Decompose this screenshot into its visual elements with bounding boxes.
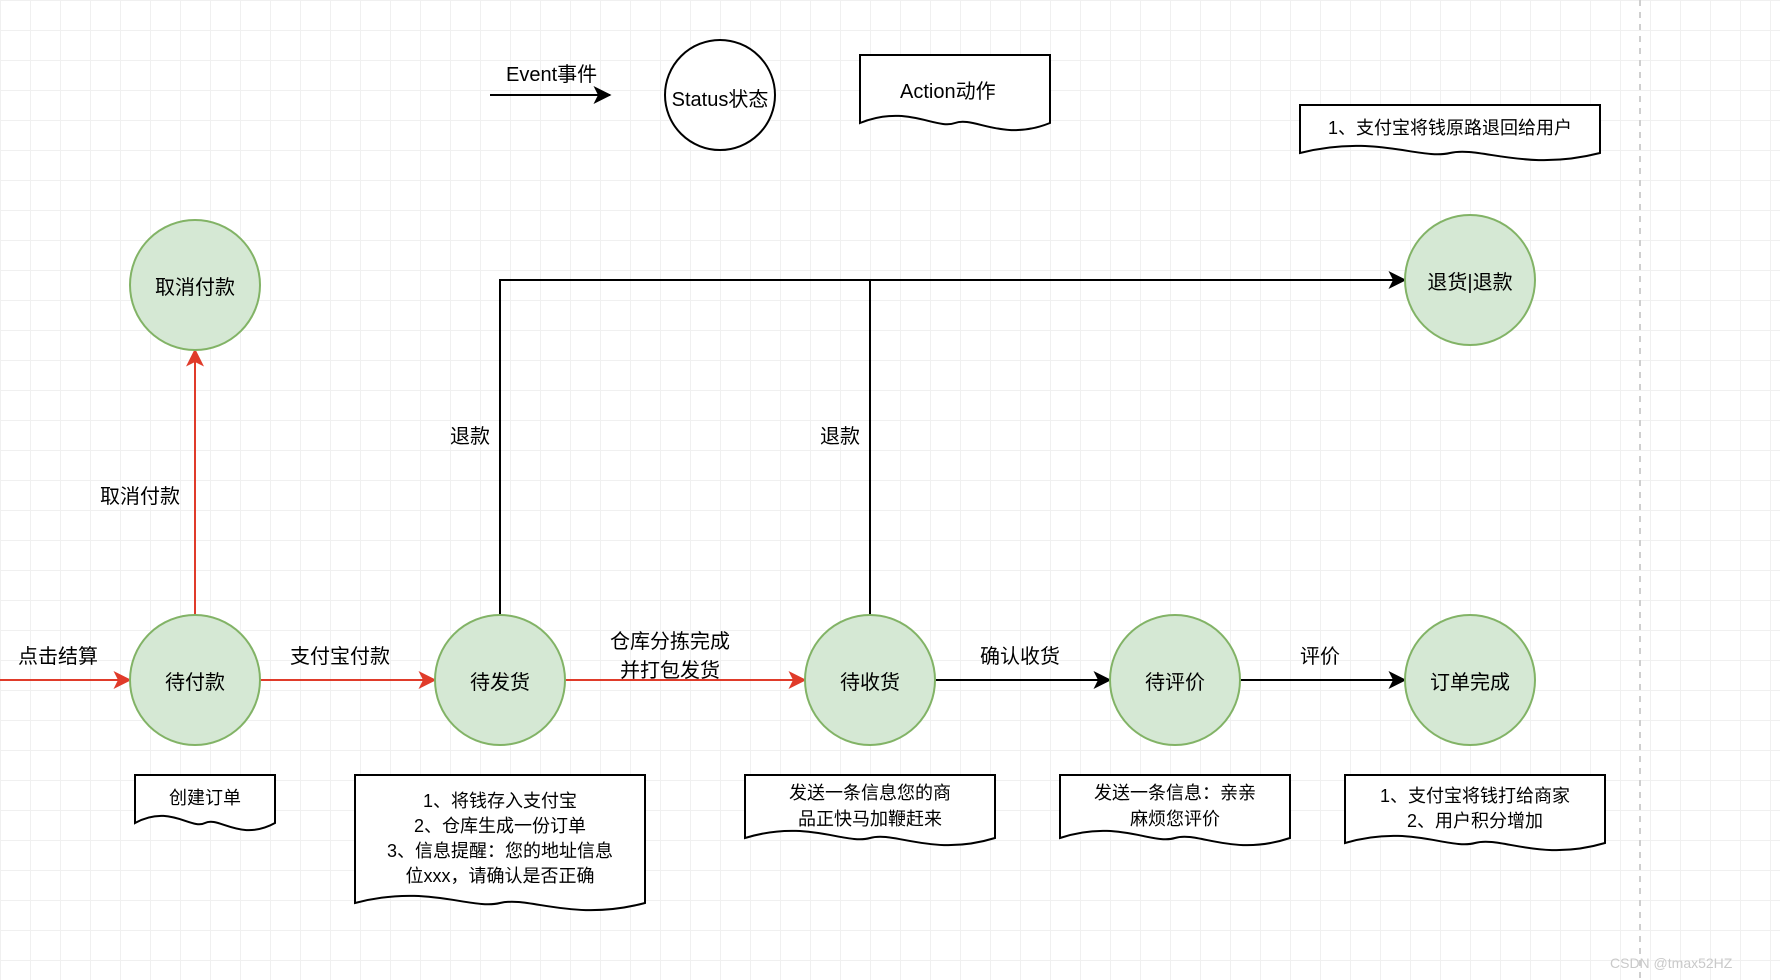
action-doc-line: 1、支付宝将钱打给商家 [1380, 784, 1570, 809]
action-doc-line: 2、仓库生成一份订单 [414, 814, 586, 839]
state-node-label-receive: 待收货 [805, 615, 935, 745]
state-node-review [1110, 615, 1240, 745]
action-doc-line: 发送一条信息您的商 [789, 781, 951, 806]
edge-label-e_start_pay: 点击结算 [18, 640, 98, 669]
action-doc-text-d_pay: 创建订单 [135, 775, 275, 835]
legend-status-label: Status状态 [670, 83, 770, 112]
edge-label-e_receive_review: 确认收货 [980, 640, 1060, 669]
state-node-label-cancel: 取消付款 [130, 220, 260, 350]
state-node-label-review: 待评价 [1110, 615, 1240, 745]
legend-action-label: Action动作 [900, 75, 996, 104]
action-doc-text-d_done: 1、支付宝将钱打给商家2、用户积分增加 [1345, 775, 1605, 855]
state-node-label-done: 订单完成 [1405, 615, 1535, 745]
action-doc-line: 1、支付宝将钱原路退回给用户 [1328, 116, 1572, 141]
legend-event-label: Event事件 [506, 58, 597, 87]
state-node-pay [130, 615, 260, 745]
action-doc-text-d_review: 发送一条信息：亲亲麻烦您评价 [1060, 775, 1290, 850]
state-node-cancel [130, 220, 260, 350]
state-node-refund [1405, 215, 1535, 345]
action-doc-line: 发送一条信息：亲亲 [1094, 781, 1256, 806]
state-node-done [1405, 615, 1535, 745]
action-doc-line: 创建订单 [169, 786, 241, 811]
state-node-label-pay: 待付款 [130, 615, 260, 745]
edge-label-e_ship_refund: 退款 [450, 420, 490, 449]
action-doc-text-d_receive: 发送一条信息您的商品正快马加鞭赶来 [745, 775, 995, 850]
state-node-receive [805, 615, 935, 745]
action-doc-line: 麻烦您评价 [1130, 807, 1220, 832]
edge-label-e_review_done: 评价 [1300, 640, 1340, 669]
diagram-stage: Event事件 Status状态 Action动作点击结算 取消付款支付宝付款 仓库分拣… [0, 0, 1780, 980]
action-doc-text-d_ship: 1、将钱存入支付宝2、仓库生成一份订单3、信息提醒：您的地址信息位xxx，请确认… [355, 775, 645, 915]
action-doc-line: 1、将钱存入支付宝 [423, 789, 577, 814]
edge-label-e_receive_refund: 退款 [820, 420, 860, 449]
state-node-ship [435, 615, 565, 745]
edge-e_ship_refund [500, 280, 1405, 615]
action-doc-line: 品正快马加鞭赶来 [798, 807, 942, 832]
edge-label-e_ship_receive: 仓库分拣完成 并打包发货 [610, 625, 730, 683]
action-doc-line: 2、用户积分增加 [1407, 809, 1543, 834]
edge-label-e_pay_ship: 支付宝付款 [290, 640, 390, 669]
watermark: CSDN @tmax52HZ [1610, 955, 1732, 971]
action-doc-text-d_refund: 1、支付宝将钱原路退回给用户 [1300, 105, 1600, 165]
state-node-label-ship: 待发货 [435, 615, 565, 745]
state-node-label-refund: 退货|退款 [1405, 215, 1535, 345]
action-doc-line: 3、信息提醒：您的地址信息 [387, 839, 613, 864]
action-doc-line: 位xxx，请确认是否正确 [406, 864, 595, 889]
edge-label-e_pay_cancel: 取消付款 [100, 480, 180, 509]
